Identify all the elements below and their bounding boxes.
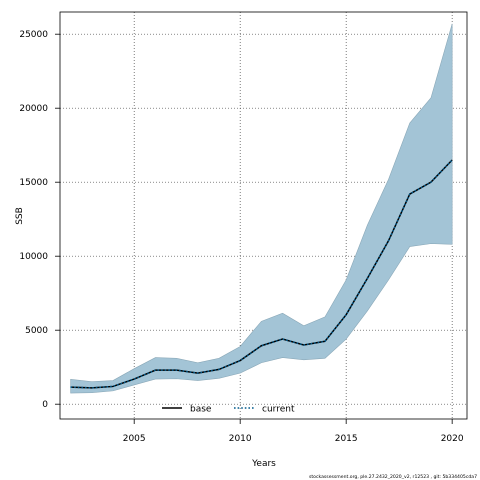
- x-tick-label-1: 2010: [229, 434, 252, 444]
- legend-current-label: current: [262, 405, 295, 415]
- legend: base current: [162, 405, 295, 415]
- legend-base-label: base: [190, 405, 212, 415]
- x-tick-label-3: 2020: [441, 434, 464, 444]
- y-tick-label-2: 10000: [19, 252, 48, 262]
- y-tick-label-5: 25000: [19, 30, 48, 40]
- x-axis-title: Years: [251, 459, 276, 469]
- footer-credit: stockassessment.org, ple.27.2432_2020_v2…: [309, 474, 477, 480]
- x-tick-label-0: 2005: [123, 434, 146, 444]
- y-tick-label-1: 5000: [25, 326, 48, 336]
- series-lines: [70, 159, 453, 389]
- y-tick-label-4: 20000: [19, 104, 48, 114]
- y-axis-title: SSB: [15, 207, 25, 225]
- series-line-current: [70, 159, 453, 389]
- confidence-band: [70, 23, 453, 394]
- y-axis-ticks: 0 5000 10000 15000 20000 25000: [19, 30, 60, 410]
- y-tick-label-3: 15000: [19, 178, 48, 188]
- x-axis-ticks: 2005 2010 2015 2020: [123, 419, 464, 444]
- x-tick-label-2: 2015: [335, 434, 358, 444]
- plot-frame: [59, 11, 468, 420]
- y-tick-label-0: 0: [42, 400, 48, 410]
